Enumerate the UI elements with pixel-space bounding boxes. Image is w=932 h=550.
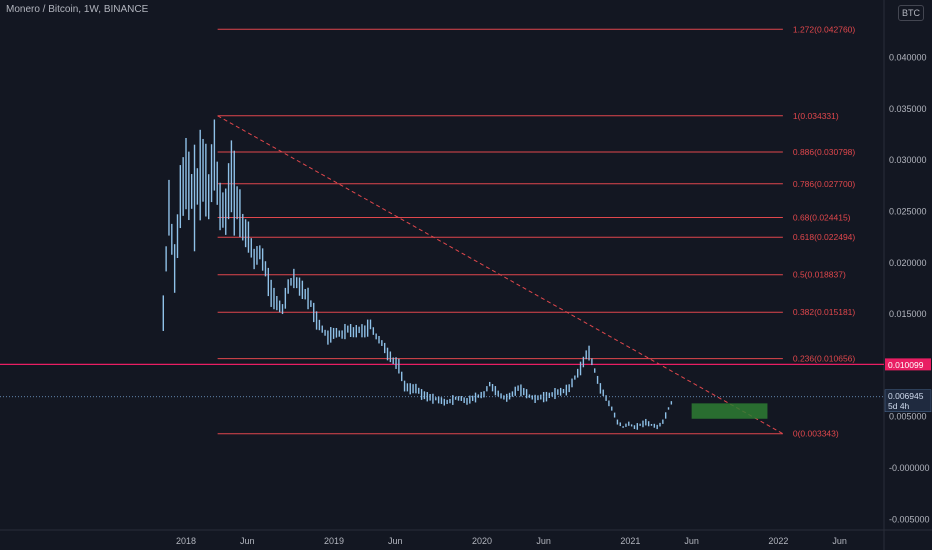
currency-badge[interactable]: BTC <box>898 5 924 21</box>
fib-level-label: 0.5(0.018837) <box>793 270 846 280</box>
y-tick-label: 0.025000 <box>889 207 927 217</box>
fib-level-label: 0.786(0.027700) <box>793 179 856 189</box>
y-tick-label: 0.005000 <box>889 412 927 422</box>
x-tick-label: Jun <box>536 536 551 546</box>
y-tick-label: -0.000000 <box>889 463 930 473</box>
fib-level-label: 0.236(0.010656) <box>793 354 856 364</box>
y-tick-label: 0.035000 <box>889 104 927 114</box>
fib-level-label: 0.68(0.024415) <box>793 213 851 223</box>
x-tick-label: Jun <box>240 536 255 546</box>
fib-level-label: 1(0.034331) <box>793 111 839 121</box>
horizontal-line-price-label: 0.010099 <box>888 360 924 370</box>
bar-countdown-label: 5d 4h <box>888 401 910 411</box>
y-tick-label: 0.030000 <box>889 155 927 165</box>
x-tick-label: Jun <box>832 536 847 546</box>
target-zone[interactable] <box>691 403 768 419</box>
y-tick-label: 0.040000 <box>889 53 927 63</box>
x-tick-label: 2019 <box>324 536 344 546</box>
x-tick-label: 2020 <box>472 536 492 546</box>
y-tick-label: -0.005000 <box>889 514 930 524</box>
y-tick-label: 0.020000 <box>889 258 927 268</box>
current-price-tag <box>884 389 932 412</box>
x-tick-label: 2021 <box>620 536 640 546</box>
x-tick-label: 2022 <box>768 536 788 546</box>
x-tick-label: 2018 <box>176 536 196 546</box>
fib-level-label: 1.272(0.042760) <box>793 24 856 34</box>
horizontal-line-price-tag <box>885 358 931 371</box>
x-tick-label: Jun <box>388 536 403 546</box>
fib-trendline[interactable] <box>217 115 784 435</box>
fib-level-label: 0(0.003343) <box>793 429 839 439</box>
fib-level-label: 0.618(0.022494) <box>793 232 856 242</box>
y-tick-label: 0.015000 <box>889 309 927 319</box>
fib-level-label: 0.886(0.030798) <box>793 147 856 157</box>
fib-level-label: 0.382(0.015181) <box>793 307 856 317</box>
current-price-label: 0.006945 <box>888 391 924 401</box>
chart-title: Monero / Bitcoin, 1W, BINANCE <box>6 4 149 15</box>
x-tick-label: Jun <box>684 536 699 546</box>
